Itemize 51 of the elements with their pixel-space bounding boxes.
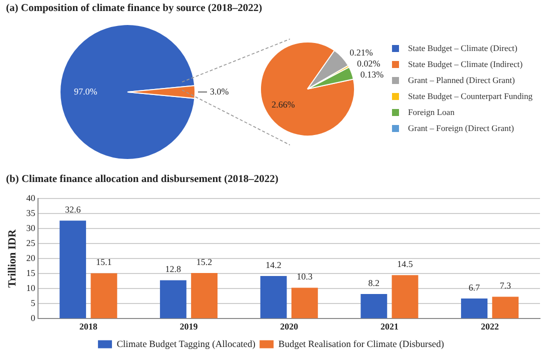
- data-label: 32.6: [64, 204, 82, 215]
- legend-label: Climate Budget Tagging (Allocated): [116, 340, 256, 350]
- data-label: 12.8: [165, 264, 182, 274]
- x-tick-label: 2022: [480, 321, 500, 332]
- bar: [360, 294, 388, 318]
- data-label: 0.02%: [356, 58, 381, 69]
- bar: [260, 276, 287, 318]
- data-label: 15.1: [96, 257, 112, 268]
- bar: [392, 275, 418, 318]
- y-tick-label: 35: [26, 208, 36, 218]
- data-label: 10.3: [296, 272, 314, 282]
- chart-title: (a) Composition of climate finance by source (2018–2022): [6, 3, 262, 14]
- data-label: 8.2: [368, 278, 380, 288]
- y-tick-label: 20: [26, 252, 36, 263]
- data-label: 0.21%: [350, 48, 374, 58]
- x-tick-label: 2018: [79, 321, 98, 332]
- data-label: 2.66%: [272, 99, 296, 110]
- y-tick-label: 30: [26, 222, 36, 233]
- bar: [90, 273, 118, 318]
- chart-title: (b) Climate finance allocation and disbursement (2018–2022): [6, 174, 278, 185]
- legend-label: State Budget – Climate (Indirect): [408, 59, 523, 69]
- x-tick-label: 2019: [180, 321, 198, 332]
- data-label: 97.0%: [74, 86, 98, 96]
- y-tick-label: 10: [26, 282, 36, 293]
- legend-label: Budget Realisation for Climate (Disbursed): [278, 340, 444, 350]
- bar: [291, 288, 318, 318]
- y-tick-label: 15: [26, 268, 36, 278]
- legend-label: State Budget – Counterpart Funding: [408, 91, 533, 101]
- bar: [461, 298, 488, 318]
- data-label: 0.13%: [360, 70, 384, 80]
- data-label: 6.7: [468, 282, 480, 292]
- bar: [492, 296, 519, 318]
- bar: [60, 220, 86, 318]
- legend-label: Grant – Foreign (Direct Grant): [408, 123, 514, 133]
- y-tick-label: 40: [26, 192, 36, 203]
- x-tick-label: 2021: [380, 321, 399, 332]
- legend-label: State Budget – Climate (Direct): [408, 43, 518, 53]
- data-label: 14.2: [266, 260, 282, 270]
- y-tick-label: 25: [26, 238, 36, 248]
- data-label: 7.3: [500, 280, 512, 291]
- data-label: 3.0%: [210, 86, 230, 96]
- data-label: 15.2: [196, 256, 212, 267]
- data-label: 14.5: [397, 258, 414, 269]
- bar: [160, 280, 186, 318]
- y-tick-label: 5: [30, 298, 36, 308]
- legend-label: Grant – Planned (Direct Grant): [408, 75, 515, 85]
- y-axis-title: Trillion IDR: [6, 228, 18, 288]
- legend-label: Foreign Loan: [408, 107, 455, 117]
- x-tick-label: 2020: [280, 321, 299, 332]
- y-tick-label: 0: [30, 313, 36, 324]
- bar: [191, 272, 218, 318]
